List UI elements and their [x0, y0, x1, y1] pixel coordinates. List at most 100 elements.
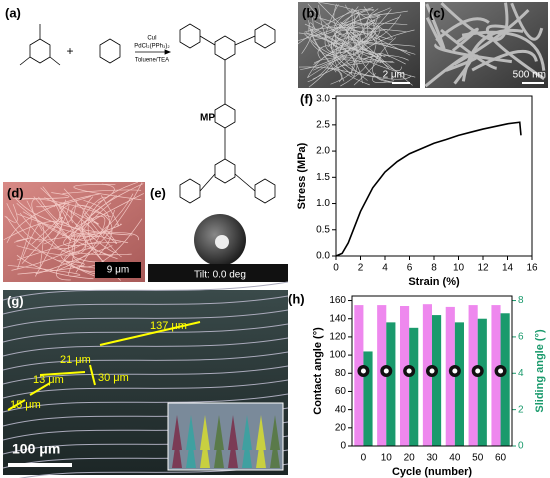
substrate — [148, 264, 288, 282]
fiber — [326, 35, 372, 70]
inset-image — [167, 402, 284, 471]
fiber — [21, 217, 63, 264]
fiber — [6, 199, 67, 241]
fiber — [435, 17, 490, 42]
fiber — [7, 264, 81, 277]
fiber — [100, 195, 119, 226]
fiber — [16, 187, 87, 256]
fiber — [351, 9, 391, 82]
spike — [256, 433, 266, 468]
fiber — [17, 260, 85, 275]
y-tick-label: 160 — [329, 295, 346, 306]
fiber — [353, 14, 376, 55]
fiber — [82, 183, 144, 260]
panel-label: (f) — [300, 91, 313, 106]
y-tick-label: 20 — [335, 422, 347, 433]
droplet-icon — [429, 368, 435, 374]
fiber — [332, 29, 387, 50]
fiber — [304, 15, 379, 57]
plus-sign: + — [66, 44, 73, 58]
bar — [354, 305, 364, 446]
fiber — [307, 22, 356, 82]
spike — [256, 415, 266, 450]
y-tick-label: 0.5 — [316, 224, 330, 235]
inset-spikes — [172, 415, 280, 468]
fiber — [38, 196, 77, 224]
y-tick-label: 140 — [329, 313, 346, 324]
tilt-label: Tilt: 0.0 deg — [194, 270, 246, 281]
x-tick-label: 0 — [333, 263, 339, 274]
y2-tick-label: 0 — [518, 441, 524, 452]
panel-label: (g) — [7, 293, 24, 308]
scale-box — [95, 262, 141, 278]
fiber — [62, 189, 142, 194]
droplet-icon — [383, 368, 389, 374]
y2-tick-label: 8 — [518, 295, 524, 306]
fiber — [17, 214, 32, 270]
droplet-icon — [475, 368, 481, 374]
spike — [200, 415, 210, 450]
product-label: MP — [200, 113, 215, 124]
spike — [186, 433, 196, 468]
fiber — [510, 2, 544, 41]
fiber — [299, 9, 392, 70]
fiber — [38, 232, 139, 242]
bar — [400, 306, 410, 446]
fiber — [63, 188, 117, 245]
x-tick-label: 14 — [502, 263, 514, 274]
fiber — [345, 4, 408, 16]
bar — [363, 351, 373, 446]
x-tick-label: 30 — [426, 453, 438, 464]
panel-label: (d) — [7, 185, 24, 200]
y2-axis-label: Sliding angle (°) — [534, 329, 546, 413]
bar — [454, 322, 464, 446]
bar — [422, 304, 432, 446]
droplet-highlight — [215, 235, 229, 249]
droplet-icon — [360, 368, 366, 374]
fiber — [4, 204, 18, 223]
y-tick-label: 40 — [335, 404, 347, 415]
fiber — [310, 28, 382, 64]
groove — [2, 337, 289, 357]
fiber — [33, 196, 72, 242]
line — [335, 121, 522, 257]
scale-label: 2 μm — [383, 70, 405, 81]
x-tick-label: 50 — [472, 453, 484, 464]
x-tick-label: 6 — [407, 263, 413, 274]
fiber — [11, 193, 134, 271]
fiber — [318, 2, 402, 71]
panel-label: (h) — [288, 291, 305, 306]
fiber — [358, 41, 416, 55]
scale-label: 100 μm — [12, 441, 60, 457]
bar — [491, 305, 501, 446]
fiber — [335, 7, 374, 81]
fiber — [354, 23, 381, 40]
y-tick-label: 120 — [329, 332, 346, 343]
dimension-label: 137 μm — [150, 320, 187, 332]
fiber — [79, 218, 143, 268]
fibers — [424, 2, 546, 88]
fibers — [3, 181, 144, 281]
x-axis-label: Strain (%) — [408, 276, 460, 288]
fiber — [307, 54, 347, 78]
spike — [200, 433, 210, 468]
bar — [477, 318, 487, 446]
y2-tick-label: 6 — [518, 332, 524, 343]
spike — [172, 433, 182, 468]
spike — [242, 433, 252, 468]
fiber — [22, 211, 113, 256]
fiber — [59, 204, 129, 244]
y-tick-label: 100 — [329, 350, 346, 361]
spike — [228, 415, 238, 450]
fiber — [453, 9, 530, 66]
spike — [228, 433, 238, 468]
y-axis-label: Contact angle (°) — [312, 327, 324, 415]
fiber — [317, 42, 416, 59]
y2-tick-label: 4 — [518, 368, 524, 379]
panel-label: (c) — [429, 5, 445, 20]
fiber — [299, 66, 343, 83]
fiber — [311, 30, 337, 73]
fiber — [324, 4, 354, 54]
spike — [214, 433, 224, 468]
